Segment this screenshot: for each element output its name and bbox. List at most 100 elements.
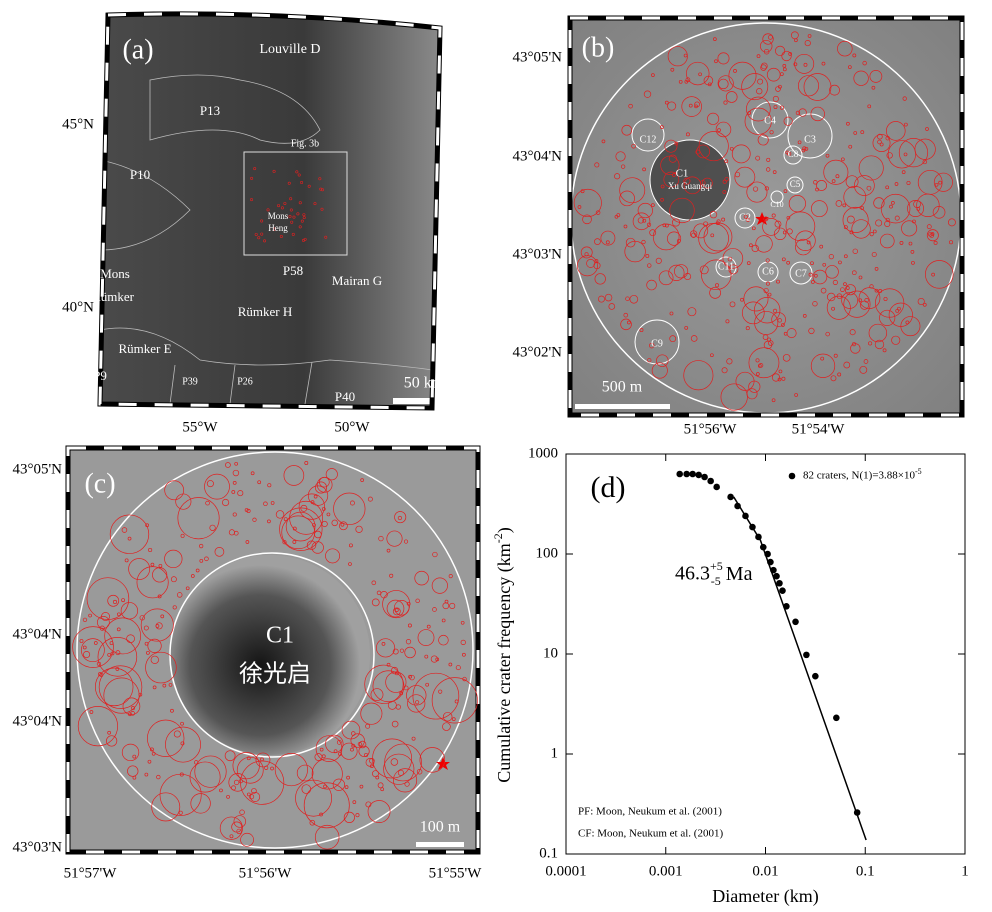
crater-outline	[807, 34, 812, 38]
crater-outline	[723, 100, 728, 105]
crater-outline	[441, 618, 446, 623]
lat-label: 43°02'N	[512, 344, 562, 360]
crater-outline	[760, 62, 768, 70]
crater-outline	[303, 237, 307, 241]
age-plus: +5	[710, 559, 723, 573]
crater-outline	[438, 634, 449, 646]
crater-outline	[404, 646, 416, 659]
data-point	[689, 470, 696, 478]
crater-outline	[931, 272, 935, 277]
y-tick-label: 0.1	[539, 845, 558, 861]
lat-label: 40°N	[62, 299, 94, 315]
crater-outline	[143, 625, 149, 631]
data-point	[713, 483, 720, 491]
crater-outline	[754, 310, 779, 335]
crater-outline	[802, 146, 807, 151]
crater-outline	[399, 691, 404, 696]
crater-outline	[150, 655, 159, 665]
crater-outline	[255, 752, 271, 768]
crater-outline	[297, 173, 301, 177]
crater-outline	[595, 210, 601, 215]
crater-outline	[745, 326, 750, 331]
crater-outline	[721, 367, 728, 374]
crater-outline	[709, 210, 718, 219]
frame	[98, 12, 442, 410]
crater-outline	[743, 286, 769, 312]
crater-outline	[270, 501, 275, 505]
lon-label: 55°W	[182, 419, 218, 435]
crater-outline	[690, 335, 698, 342]
crater-outline	[594, 162, 600, 168]
crater-outline	[852, 53, 857, 58]
panel-label: (c)	[84, 468, 115, 499]
crater-outline	[273, 227, 277, 231]
crater-outline	[858, 275, 863, 280]
crater-outline	[623, 312, 629, 318]
crater-outline	[314, 530, 322, 539]
crater-outline	[891, 335, 901, 345]
crater-outline	[664, 100, 669, 105]
crater-outline	[331, 519, 338, 527]
crater-outline	[674, 141, 679, 146]
legend-label: 82 craters, N(1)=3.88×10-5	[803, 467, 922, 482]
crater-label: C3	[804, 134, 816, 145]
crater-outline	[358, 740, 367, 749]
crater-outline	[431, 677, 478, 724]
crater-outline	[600, 230, 616, 246]
crater-outline	[934, 182, 939, 187]
crater-outline	[843, 254, 848, 259]
crater-outline	[810, 280, 815, 284]
crater-outline	[372, 670, 405, 703]
crater-outline	[314, 824, 340, 850]
crater-outline	[667, 46, 688, 67]
panel-c	[65, 445, 481, 855]
crater-outline	[162, 683, 167, 688]
crater-outline	[762, 33, 774, 45]
lat-label: 45°N	[62, 116, 94, 132]
crater-outline	[882, 348, 887, 353]
crater-outline	[580, 246, 593, 259]
crater-outline	[190, 574, 195, 578]
crater-outline	[164, 480, 185, 501]
crater-outline	[757, 78, 764, 85]
crater-outline	[608, 303, 616, 310]
data-point	[803, 651, 810, 659]
crater-outline	[250, 791, 261, 802]
crater-outline	[147, 719, 185, 757]
crater-outline	[375, 775, 380, 780]
crater-outline	[404, 781, 410, 787]
crater-outline	[149, 747, 154, 752]
crater-outline	[146, 650, 150, 655]
crater-outline	[869, 232, 874, 237]
crater-outline	[902, 96, 907, 101]
crater-outline	[625, 237, 636, 248]
crater-outline	[783, 189, 788, 193]
crater-outline	[873, 197, 885, 209]
crater-outline	[296, 764, 314, 782]
crater-outline	[147, 759, 152, 764]
y-axis-label-sup: -2	[491, 533, 505, 543]
labeled-crater	[770, 190, 784, 204]
labeled-crater	[751, 101, 789, 139]
crater-outline	[287, 181, 291, 185]
y-axis-label: Cumulative crater frequency (km-2)	[491, 527, 515, 782]
crater-outline	[707, 112, 720, 125]
crater-outline	[741, 73, 769, 101]
crater-outline	[683, 360, 714, 391]
crater-outline	[851, 270, 857, 276]
crater-outline	[159, 773, 202, 816]
crater-outline	[794, 393, 798, 397]
crater-outline	[364, 664, 404, 704]
crater-outline	[656, 354, 669, 367]
crater-outline	[448, 662, 453, 667]
crater-outline	[887, 140, 916, 169]
crater-outline	[874, 339, 885, 350]
data-point	[676, 470, 684, 478]
legend-label-sup: -5	[915, 467, 922, 476]
crater-outline	[577, 205, 582, 209]
crater-outline	[767, 34, 773, 40]
crater-outline	[725, 319, 730, 324]
crater-outline	[103, 677, 140, 714]
crater-outline	[300, 219, 304, 223]
crater-outline	[843, 361, 851, 369]
